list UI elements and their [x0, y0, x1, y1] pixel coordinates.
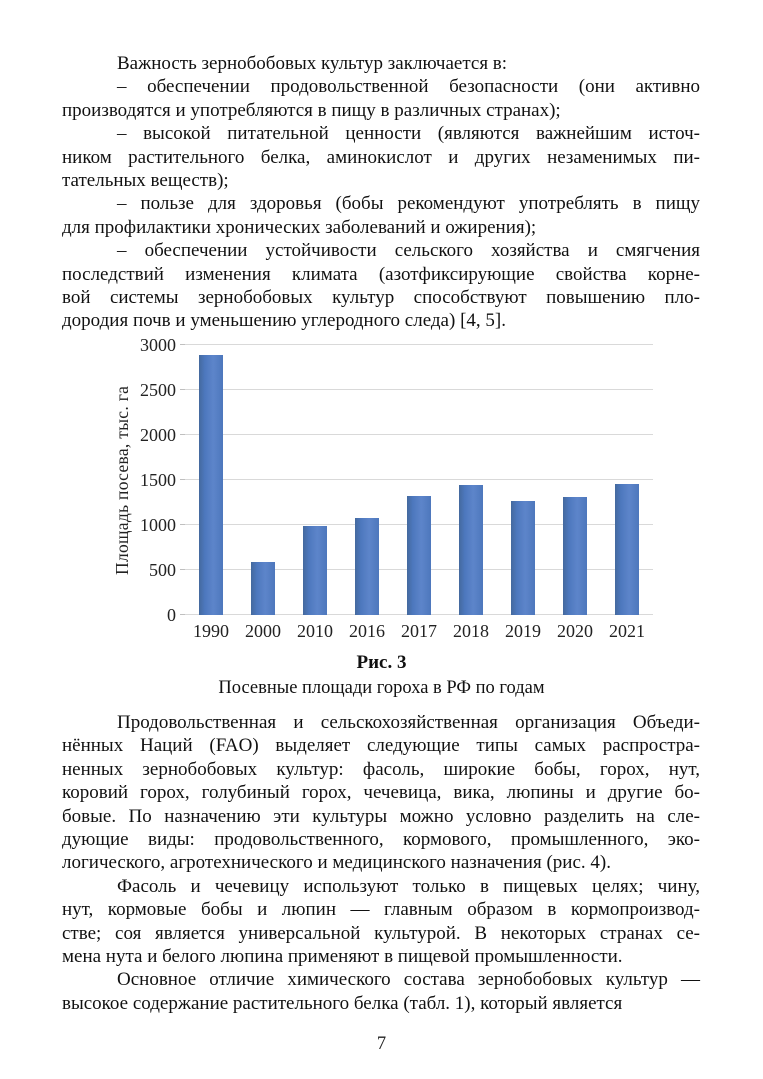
paragraph: Основное отличие химического состава зер…	[62, 968, 700, 1015]
bar-2019	[511, 501, 535, 615]
x-tick-label-2021: 2021	[609, 620, 645, 641]
paragraph: Фасоль и чечевицу используют только в пи…	[62, 875, 700, 969]
bar-chart: Площадь посева, тыс. га 0 500 1000 1500 2000…	[112, 335, 763, 642]
y-tick-mark	[180, 388, 185, 390]
bar-2016	[355, 517, 379, 615]
figure-3: Площадь посева, тыс. га 0 500 1000 1500 2000…	[0, 335, 763, 700]
y-tick-label-2000: 2000	[140, 424, 176, 445]
text-line: – пользе для здоровья (бобы рекомендуют …	[117, 193, 700, 215]
paragraph: Продовольственная и сельскохозяйственная…	[62, 711, 700, 875]
y-tick-mark	[180, 523, 185, 525]
x-tick-label-2017: 2017	[401, 620, 437, 641]
bar-2021	[615, 484, 639, 615]
x-tick-label-2020: 2020	[557, 620, 593, 641]
text-line: нённых Наций (FAO) выделяет следующие ти…	[62, 735, 700, 757]
text-line: ником растительного белка, аминокислот и…	[62, 146, 700, 168]
plot-area	[185, 343, 653, 615]
page-number: 7	[376, 1034, 387, 1054]
figure-label: Рис. 3	[356, 651, 407, 673]
body-text-bottom: Продовольственная и сельскохозяйственная…	[62, 711, 700, 1015]
gridline-2500	[185, 388, 653, 390]
paragraph: – обеспечении устойчивости сельского хоз…	[62, 239, 700, 333]
gridline-1500	[185, 478, 653, 480]
bar-2018	[459, 485, 483, 615]
text-line: дородия почв и уменьшению углеродного сл…	[62, 310, 506, 332]
bar-2010	[303, 525, 327, 615]
x-tick-label-2018: 2018	[453, 620, 489, 641]
x-tick-label-2010: 2010	[297, 620, 333, 641]
y-tick-label-2500: 2500	[140, 379, 176, 400]
text-line: Основное отличие химического состава зер…	[117, 969, 700, 991]
text-line: производятся и употребляются в пищу в ра…	[62, 99, 561, 121]
paragraph: – высокой питательной ценности (являются…	[62, 122, 700, 192]
text-line: высокое содержание растительного белка (…	[62, 992, 623, 1014]
text-line: Продовольственная и сельскохозяйственная…	[117, 711, 700, 733]
text-line: бовые. По назначению эти культуры можно …	[62, 805, 700, 827]
y-tick-mark	[180, 568, 185, 570]
bar-2020	[563, 496, 587, 615]
y-tick-label-500: 500	[149, 559, 176, 580]
y-axis: 0 500 1000 1500 2000 2500 3000	[137, 335, 185, 625]
y-tick-mark	[180, 433, 185, 435]
bar-2000	[251, 561, 275, 615]
body-text-top: Важность зернобобовых культур заключаетс…	[62, 0, 700, 333]
paragraph: Важность зернобобовых культур заключаетс…	[62, 52, 700, 75]
text-line: ненных зернобобовых культур: фасоль, шир…	[62, 758, 700, 780]
plot-column: 1990 2000 2010 2016 2017 2018 2019 2020 2021	[185, 343, 653, 642]
text-line: – обеспечении продовольственной безопасн…	[117, 76, 700, 98]
text-line: стве; соя является универсальной культур…	[62, 922, 700, 944]
x-tick-label-2019: 2019	[505, 620, 541, 641]
text-line: дующие виды: продовольственного, кормово…	[62, 828, 700, 850]
figure-caption-block: Рис. 3 Посевные площади гороха в РФ по г…	[0, 651, 763, 700]
bar-1990	[199, 354, 223, 615]
text-line: тательных веществ);	[62, 170, 229, 192]
gridline-2000	[185, 433, 653, 435]
text-line: Важность зернобобовых культур заключаетс…	[117, 53, 508, 74]
text-line: – высокой питательной ценности (являются…	[117, 123, 700, 145]
paragraph: – обеспечении продовольственной безопасн…	[62, 75, 700, 122]
y-tick-label-1000: 1000	[140, 514, 176, 535]
y-tick-mark	[180, 613, 185, 615]
text-line: логического, агротехнического и медицинс…	[62, 852, 611, 874]
x-tick-label-2016: 2016	[349, 620, 385, 641]
x-axis-labels: 1990 2000 2010 2016 2017 2018 2019 2020 2021	[185, 621, 653, 642]
text-line: Фасоль и чечевицу используют только в пи…	[117, 875, 700, 897]
bar-2017	[407, 496, 431, 615]
text-line: мена нута и белого люпина применяют в пи…	[62, 945, 623, 967]
text-line: коровий горох, голубиный горох, чечевица…	[62, 782, 700, 804]
x-tick-label-1990: 1990	[193, 620, 229, 641]
figure-caption: Посевные площади гороха в РФ по годам	[218, 677, 545, 698]
text-line: последствий изменения климата (азотфикси…	[62, 263, 700, 285]
text-line: вой системы зернобобовых культур способс…	[62, 287, 700, 309]
gridline-3000	[185, 343, 653, 345]
x-tick-label-2000: 2000	[245, 620, 281, 641]
y-tick-label-3000: 3000	[140, 334, 176, 355]
paragraph: – пользе для здоровья (бобы рекомендуют …	[62, 192, 700, 239]
text-line: для профилактики хронических заболеваний…	[62, 216, 537, 238]
y-tick-label-1500: 1500	[140, 469, 176, 490]
y-tick-mark	[180, 478, 185, 480]
y-tick-mark	[180, 343, 185, 345]
text-line: – обеспечении устойчивости сельского хоз…	[117, 240, 700, 262]
y-tick-label-0: 0	[167, 604, 176, 625]
text-line: нут, кормовые бобы и люпин — главным обр…	[62, 899, 700, 921]
